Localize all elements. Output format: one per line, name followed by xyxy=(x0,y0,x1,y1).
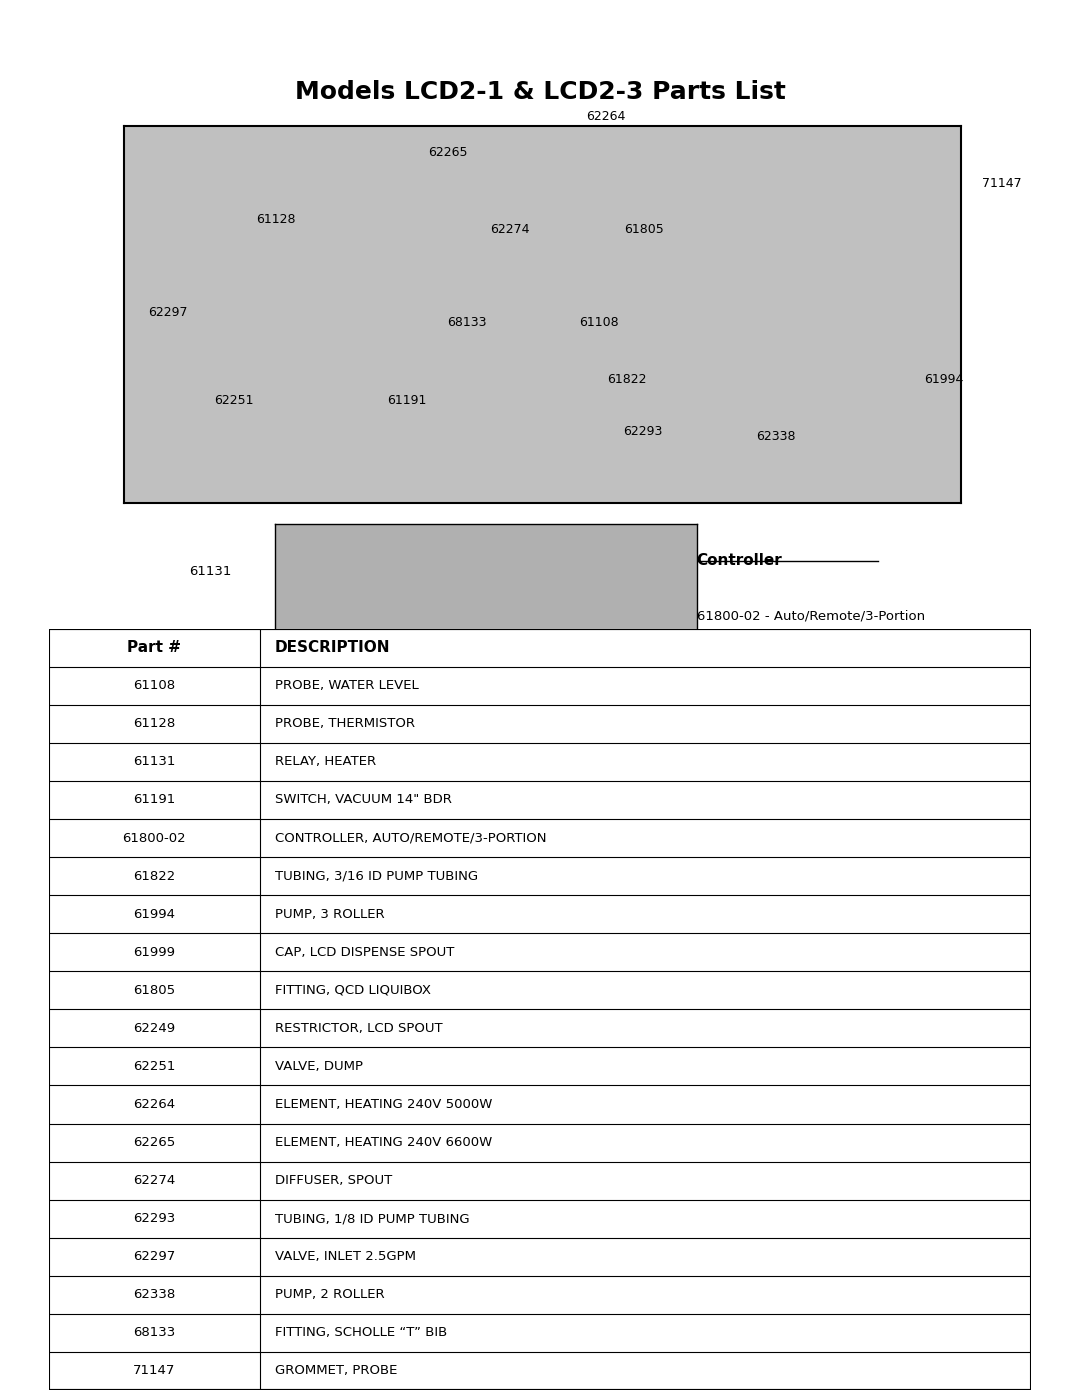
Text: 62338: 62338 xyxy=(133,1288,175,1302)
Text: 61128: 61128 xyxy=(133,717,175,731)
Text: 62251: 62251 xyxy=(133,1060,175,1073)
Text: 62264: 62264 xyxy=(133,1098,175,1111)
Text: 61191: 61191 xyxy=(388,394,427,407)
Text: CONTROLLER, AUTO/REMOTE/3-PORTION: CONTROLLER, AUTO/REMOTE/3-PORTION xyxy=(274,831,546,845)
Text: 61805: 61805 xyxy=(133,983,175,997)
Text: 62265: 62265 xyxy=(429,145,468,159)
Text: 62274: 62274 xyxy=(490,224,529,236)
Text: ELEMENT, HEATING 240V 5000W: ELEMENT, HEATING 240V 5000W xyxy=(274,1098,492,1111)
Text: 61128: 61128 xyxy=(256,212,295,226)
Text: 61805: 61805 xyxy=(624,224,663,236)
Text: TUBING, 1/8 ID PUMP TUBING: TUBING, 1/8 ID PUMP TUBING xyxy=(274,1213,470,1225)
Text: Models LCD2-1 & LCD2-3 Parts List: Models LCD2-1 & LCD2-3 Parts List xyxy=(295,80,785,105)
Text: RELAY, HEATER: RELAY, HEATER xyxy=(274,756,376,768)
Text: 71147: 71147 xyxy=(133,1365,175,1377)
Text: 61822: 61822 xyxy=(133,869,175,883)
Text: 61108: 61108 xyxy=(580,316,619,330)
Text: 62265: 62265 xyxy=(133,1136,175,1150)
Text: 68133: 68133 xyxy=(447,316,486,330)
Text: 61800-02: 61800-02 xyxy=(122,831,186,845)
Text: 62297: 62297 xyxy=(133,1250,175,1263)
Text: 61191: 61191 xyxy=(133,793,175,806)
Text: PUMP, 2 ROLLER: PUMP, 2 ROLLER xyxy=(274,1288,384,1302)
Text: 61994: 61994 xyxy=(924,373,963,386)
Text: 61822: 61822 xyxy=(607,373,646,386)
Text: LCD2-1 & LCD2-3: LCD2-1 & LCD2-3 xyxy=(44,32,190,47)
Text: 62249: 62249 xyxy=(133,1021,175,1035)
Text: 61999: 61999 xyxy=(190,732,231,746)
Text: TUBING, 3/16 ID PUMP TUBING: TUBING, 3/16 ID PUMP TUBING xyxy=(274,869,477,883)
Text: 62354 - LCD 2-3-*-M models: 62354 - LCD 2-3-*-M models xyxy=(697,719,885,733)
Text: 62338: 62338 xyxy=(756,430,795,443)
Text: 62249: 62249 xyxy=(189,858,232,872)
Text: 61800-05 - Manual/Remote: 61800-05 - Manual/Remote xyxy=(697,665,878,678)
Text: 62297: 62297 xyxy=(148,306,187,319)
Text: 62293: 62293 xyxy=(133,1213,175,1225)
Text: PROBE, WATER LEVEL: PROBE, WATER LEVEL xyxy=(274,679,418,693)
Text: VALVE, DUMP: VALVE, DUMP xyxy=(274,1060,363,1073)
Text: DIFFUSER, SPOUT: DIFFUSER, SPOUT xyxy=(274,1173,392,1187)
Text: PUMP, 3 ROLLER: PUMP, 3 ROLLER xyxy=(274,908,384,921)
Text: GROMMET, PROBE: GROMMET, PROBE xyxy=(274,1365,397,1377)
Text: CAP, LCD DISPENSE SPOUT: CAP, LCD DISPENSE SPOUT xyxy=(274,946,454,958)
Text: SWITCH, VACUUM 14" BDR: SWITCH, VACUUM 14" BDR xyxy=(274,793,451,806)
Text: FITTING, SCHOLLE “T” BIB: FITTING, SCHOLLE “T” BIB xyxy=(274,1326,447,1340)
Text: 61131: 61131 xyxy=(133,756,175,768)
Text: RESTRICTOR, LCD SPOUT: RESTRICTOR, LCD SPOUT xyxy=(274,1021,443,1035)
Text: 62274: 62274 xyxy=(133,1173,175,1187)
Text: 62293: 62293 xyxy=(623,425,662,437)
Text: FITTING, QCD LIQUIBOX: FITTING, QCD LIQUIBOX xyxy=(274,983,431,997)
Text: Controller: Controller xyxy=(697,553,782,567)
Text: 62251: 62251 xyxy=(215,394,254,407)
Text: 61108: 61108 xyxy=(133,679,175,693)
Text: ELEMENT, HEATING 240V 6600W: ELEMENT, HEATING 240V 6600W xyxy=(274,1136,491,1150)
Text: 61994: 61994 xyxy=(133,908,175,921)
Text: 10 Minute dispense max.: 10 Minute dispense max. xyxy=(697,775,907,788)
Text: DESCRIPTION: DESCRIPTION xyxy=(274,640,390,655)
Text: PROBE, THERMISTOR: PROBE, THERMISTOR xyxy=(274,717,415,731)
Text: 68133: 68133 xyxy=(133,1326,175,1340)
Text: 61999: 61999 xyxy=(133,946,175,958)
Text: Part #: Part # xyxy=(127,640,181,655)
Text: 71147: 71147 xyxy=(983,177,1022,190)
Text: VALVE, INLET 2.5GPM: VALVE, INLET 2.5GPM xyxy=(274,1250,416,1263)
Text: 61800-02 - Auto/Remote/3-Portion: 61800-02 - Auto/Remote/3-Portion xyxy=(697,609,924,623)
Text: 62264: 62264 xyxy=(586,109,625,123)
Text: 61131: 61131 xyxy=(189,564,232,578)
